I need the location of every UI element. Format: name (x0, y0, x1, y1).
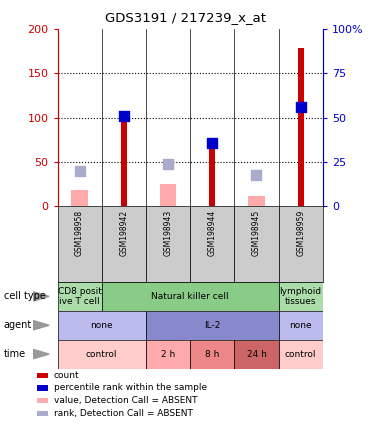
FancyBboxPatch shape (146, 311, 279, 340)
Point (298, 103, 303, 111)
FancyBboxPatch shape (58, 206, 102, 282)
Text: 2 h: 2 h (161, 349, 175, 359)
Text: 8 h: 8 h (205, 349, 219, 359)
Text: GSM198958: GSM198958 (75, 210, 84, 256)
Bar (71, 190, 88, 206)
Point (77, 167, 83, 174)
Bar (160, 184, 177, 206)
Polygon shape (33, 292, 49, 301)
FancyBboxPatch shape (279, 282, 323, 311)
Text: none: none (289, 321, 312, 330)
Text: Natural killer cell: Natural killer cell (151, 292, 229, 301)
Text: cell type: cell type (4, 291, 46, 301)
Text: GSM198944: GSM198944 (208, 210, 217, 257)
Point (209, 139, 215, 146)
Point (121, 112, 127, 119)
FancyBboxPatch shape (58, 311, 146, 340)
Text: rank, Detection Call = ABSENT: rank, Detection Call = ABSENT (54, 409, 193, 418)
FancyBboxPatch shape (234, 340, 279, 369)
FancyBboxPatch shape (234, 206, 279, 282)
Polygon shape (33, 349, 49, 359)
FancyBboxPatch shape (58, 282, 102, 311)
Text: IL-2: IL-2 (204, 321, 220, 330)
Bar (298, 48, 304, 206)
Text: control: control (86, 349, 118, 359)
FancyBboxPatch shape (190, 340, 234, 369)
Text: 24 h: 24 h (246, 349, 266, 359)
FancyBboxPatch shape (279, 340, 323, 369)
Bar (121, 116, 127, 206)
Text: value, Detection Call = ABSENT: value, Detection Call = ABSENT (54, 396, 197, 405)
Text: control: control (285, 349, 316, 359)
FancyBboxPatch shape (279, 311, 323, 340)
Text: GSM198945: GSM198945 (252, 210, 261, 257)
Text: GDS3191 / 217239_x_at: GDS3191 / 217239_x_at (105, 11, 266, 24)
Text: agent: agent (4, 320, 32, 330)
FancyBboxPatch shape (102, 282, 279, 311)
Bar (248, 196, 265, 206)
Bar (209, 149, 215, 206)
Point (165, 160, 171, 167)
Text: none: none (91, 321, 113, 330)
Text: count: count (54, 371, 79, 380)
Text: GSM198943: GSM198943 (164, 210, 173, 257)
Text: time: time (4, 349, 26, 359)
Text: GSM198959: GSM198959 (296, 210, 305, 257)
Point (253, 172, 259, 179)
Text: CD8 posit
ive T cell: CD8 posit ive T cell (58, 287, 102, 306)
FancyBboxPatch shape (102, 206, 146, 282)
Polygon shape (33, 321, 49, 330)
FancyBboxPatch shape (279, 206, 323, 282)
FancyBboxPatch shape (146, 206, 190, 282)
Text: lymphoid
tissues: lymphoid tissues (280, 287, 322, 306)
Text: percentile rank within the sample: percentile rank within the sample (54, 383, 207, 392)
FancyBboxPatch shape (58, 340, 146, 369)
Text: GSM198942: GSM198942 (119, 210, 128, 256)
FancyBboxPatch shape (146, 340, 190, 369)
FancyBboxPatch shape (190, 206, 234, 282)
